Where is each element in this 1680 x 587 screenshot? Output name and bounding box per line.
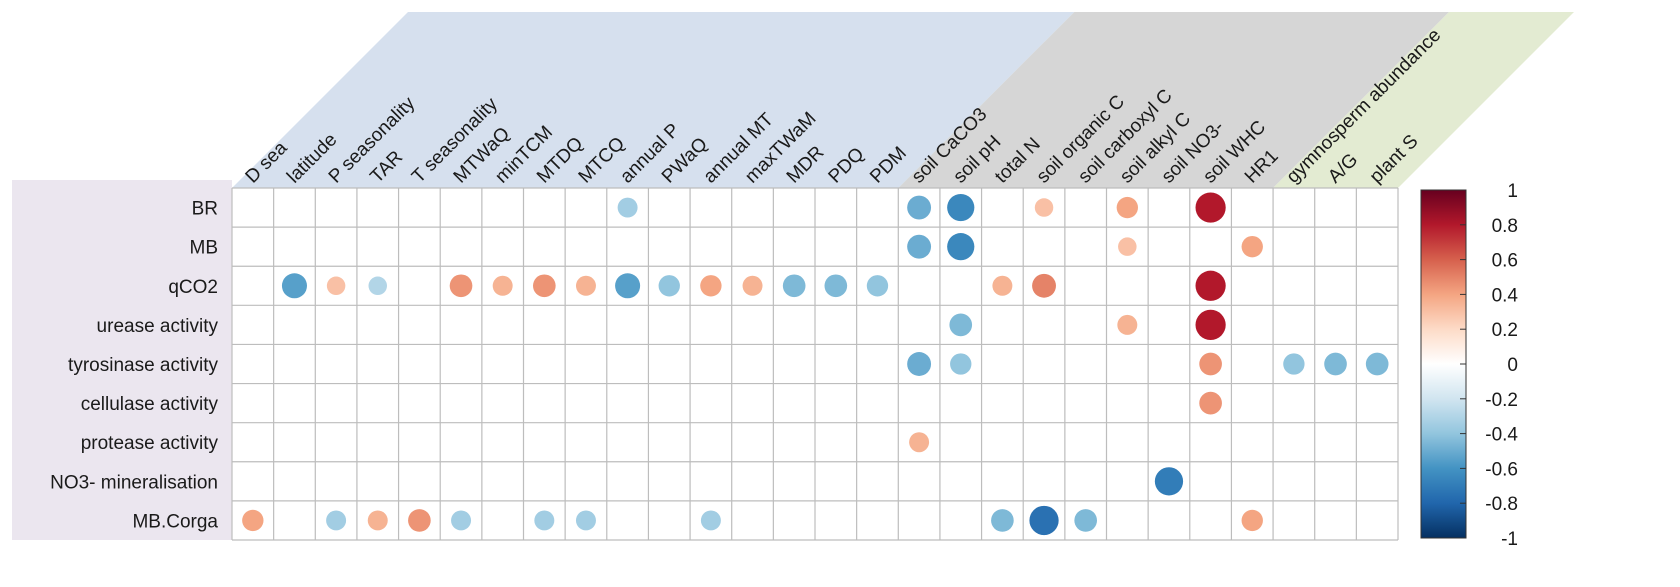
colorbar-tick-label: 0.4 <box>1492 285 1519 306</box>
row-label: qCO2 <box>168 277 218 298</box>
correlation-circle <box>1195 192 1226 223</box>
grid <box>231 187 1399 541</box>
column-group-band <box>1273 12 1574 188</box>
correlation-circle <box>782 274 806 298</box>
correlation-circle <box>1324 352 1347 376</box>
row-label: BR <box>192 199 218 220</box>
correlation-circle <box>1032 273 1056 298</box>
correlation-circle <box>866 275 889 297</box>
colorbar-legend: 1 0.8 0.6 0.4 0.2 0 -0.2 -0.4 -0.6 -0.8 -1 <box>1420 181 1518 550</box>
correlation-circle <box>1241 235 1263 258</box>
correlation-circle <box>907 234 932 259</box>
correlation-circle <box>700 275 722 297</box>
colorbar-tick-label: -0.8 <box>1485 494 1518 515</box>
correlation-circles <box>242 192 1389 536</box>
colorbar-tick-label: -1 <box>1501 529 1518 550</box>
correlation-circle <box>991 509 1014 532</box>
correlation-circle <box>617 197 638 218</box>
correlation-circle <box>326 510 347 531</box>
colorbar-tick-label: -0.2 <box>1485 390 1518 411</box>
correlation-circle <box>575 510 596 531</box>
correlation-circle <box>1116 196 1139 219</box>
row-label: NO3- mineralisation <box>50 472 218 493</box>
column-group-band <box>232 12 1075 188</box>
correlation-circle <box>408 509 431 532</box>
correlation-circle <box>367 510 388 531</box>
correlation-circle <box>658 275 680 297</box>
correlation-circle <box>451 510 472 531</box>
correlation-circle <box>492 275 513 296</box>
correlation-circle <box>909 432 930 453</box>
row-label-panel <box>12 180 232 540</box>
correlation-circle <box>1074 509 1098 532</box>
colorbar-ticks: 1 0.8 0.6 0.4 0.2 0 -0.2 -0.4 -0.6 -0.8 -1 <box>1460 181 1518 550</box>
correlation-circle <box>242 509 264 532</box>
correlation-circle <box>1118 237 1137 256</box>
colorbar-tick-label: 0.8 <box>1492 216 1518 237</box>
correlation-circle <box>1283 353 1305 375</box>
correlation-circle <box>824 274 848 298</box>
correlation-circle <box>947 233 975 261</box>
correlation-circle <box>449 274 473 298</box>
correlation-circle <box>1195 309 1226 340</box>
correlation-circle <box>1199 391 1222 415</box>
correlation-circle <box>1199 352 1222 376</box>
colorbar-tick-label: 0.6 <box>1492 251 1518 272</box>
colorbar-tick-label: -0.6 <box>1485 459 1518 480</box>
correlation-circle <box>949 313 973 337</box>
correlation-circle <box>615 273 641 299</box>
correlation-circle <box>992 275 1013 296</box>
column-group-band <box>898 12 1450 188</box>
correlation-circle <box>1117 314 1138 335</box>
correlation-circle <box>1365 352 1389 376</box>
correlation-circle <box>534 510 555 531</box>
correlation-circle <box>281 273 307 299</box>
correlation-circle <box>700 510 721 531</box>
row-label: MB.Corga <box>132 511 218 532</box>
correlation-circle <box>1241 509 1263 532</box>
correlation-circle <box>368 276 387 296</box>
row-label: MB <box>190 238 219 259</box>
correlation-circle <box>1034 198 1054 217</box>
column-group-bands <box>232 12 1574 188</box>
row-label: urease activity <box>97 316 219 337</box>
correlation-circle <box>1154 467 1184 496</box>
colorbar-tick-label: -0.4 <box>1485 425 1518 446</box>
row-label: cellulase activity <box>81 394 219 415</box>
correlation-circle <box>947 193 975 222</box>
correlation-circle <box>950 353 972 375</box>
colorbar-gradient <box>1420 189 1467 539</box>
correlation-circle <box>326 276 346 296</box>
correlation-circle <box>532 274 556 298</box>
correlation-circle <box>907 352 932 376</box>
row-label: tyrosinase activity <box>68 355 218 376</box>
colorbar-tick-label: 1 <box>1507 181 1518 202</box>
colorbar-tick-label: 0.2 <box>1492 320 1518 341</box>
correlation-circle <box>1029 505 1059 536</box>
colorbar-tick-label: 0 <box>1507 355 1518 376</box>
correlation-circle <box>575 275 596 296</box>
correlation-circle <box>907 195 932 220</box>
row-labels: BR MB qCO2 urease activity tyrosinase activi… <box>50 199 218 533</box>
correlation-circle <box>742 275 763 296</box>
correlation-circle <box>1195 270 1226 301</box>
row-label: protease activity <box>81 433 219 454</box>
